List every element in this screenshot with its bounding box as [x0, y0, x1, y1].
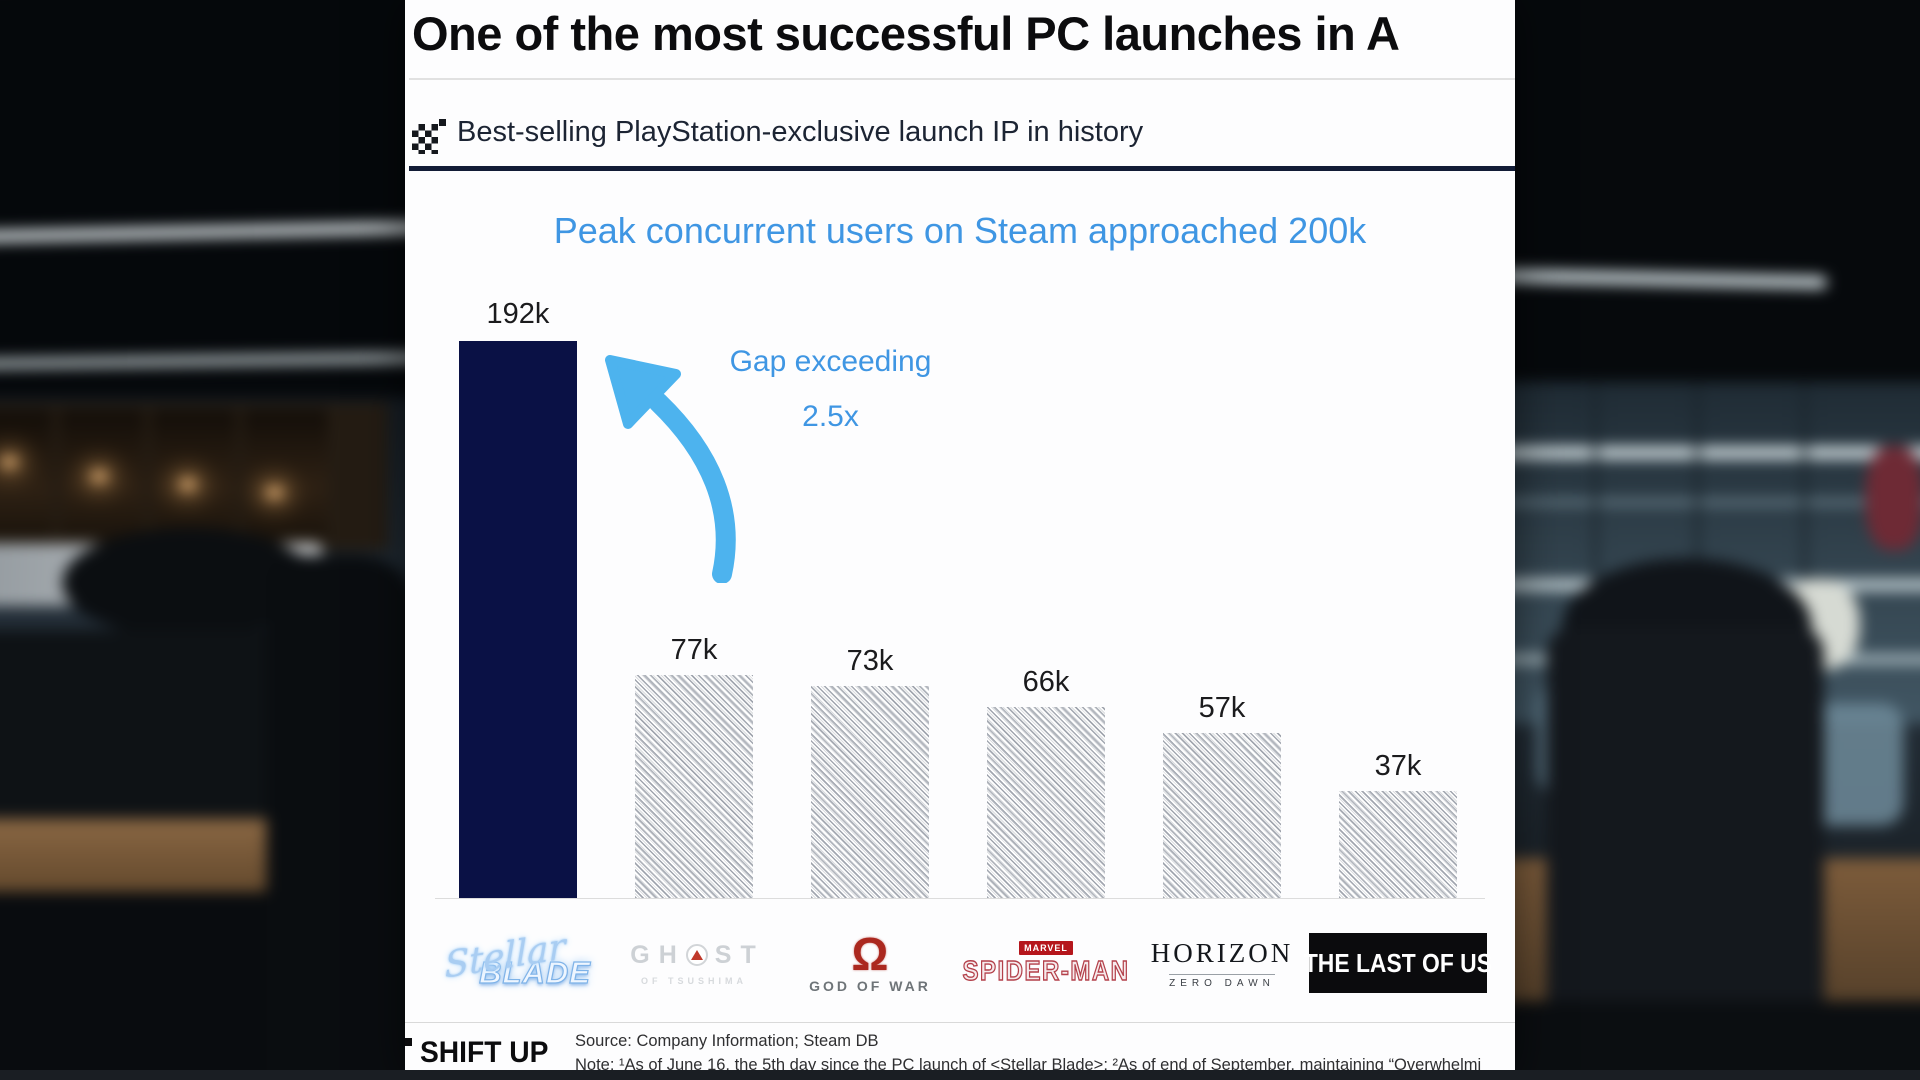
god-of-war-logo: Ω GOD OF WAR — [809, 928, 931, 994]
bar-value-label: 77k — [670, 634, 718, 666]
note-line: Note: ¹As of June 16, the 5th day since … — [575, 1056, 1482, 1074]
ghost-emblem-icon — [685, 944, 708, 966]
bar-ghost-of-tsushima — [635, 675, 753, 898]
stellar-blade-wordmark: BLADE — [479, 954, 591, 990]
bar-value-label: 66k — [1022, 666, 1070, 698]
ghost-of-tsushima-logo: G H S T OF TSUSHIMA — [630, 940, 758, 986]
gap-annotation-line2: 2.5x — [802, 400, 859, 433]
bar-the-last-of-us — [1339, 791, 1457, 898]
omega-icon: Ω — [851, 928, 889, 980]
spider-man-logo: MARVEL SPIDER-MAN — [962, 940, 1130, 987]
footer-divider — [405, 1022, 1515, 1023]
source-note: Source: Company Information; Steam DB No… — [575, 1029, 1481, 1077]
the-last-of-us-logo: THE LAST OF US — [1304, 920, 1492, 1006]
horizon-zero-dawn-logo: HORIZON ZERO DAWN — [1150, 937, 1294, 989]
bar-value-label: 73k — [846, 645, 894, 677]
source-line: Source: Company Information; Steam DB — [575, 1032, 879, 1050]
video-bottom-edge — [0, 1070, 1920, 1080]
slide-title: One of the most successful PC launches i… — [412, 7, 1400, 60]
title-divider — [409, 78, 1515, 80]
section-underline — [409, 166, 1515, 171]
bar-stellar-blade — [459, 341, 577, 898]
chart-title: Peak concurrent users on Steam approache… — [553, 210, 1367, 251]
chart-baseline — [435, 898, 1485, 899]
section-header: Best-selling PlayStation-exclusive launc… — [457, 116, 1144, 148]
bar-god-of-war — [811, 686, 929, 898]
marvel-badge: MARVEL — [1019, 940, 1073, 955]
checkered-flag-icon — [412, 119, 446, 155]
shift-up-glyph-icon — [405, 1038, 412, 1068]
gap-annotation-line1: Gap exceeding — [729, 345, 932, 378]
stellar-blade-logo: Stellar BLADE — [428, 920, 608, 1006]
bar-horizon-zero-dawn — [1163, 733, 1281, 898]
shift-up-logo: SHIFT UP — [405, 1031, 557, 1075]
bar-value-label: 57k — [1198, 692, 1246, 724]
bar-value-label: 37k — [1374, 750, 1422, 782]
bar-spider-man — [987, 707, 1105, 898]
presentation-slide: One of the most successful PC launches i… — [405, 0, 1515, 1080]
curved-arrow-icon — [605, 355, 736, 583]
bar-value-label: 192k — [486, 298, 550, 330]
